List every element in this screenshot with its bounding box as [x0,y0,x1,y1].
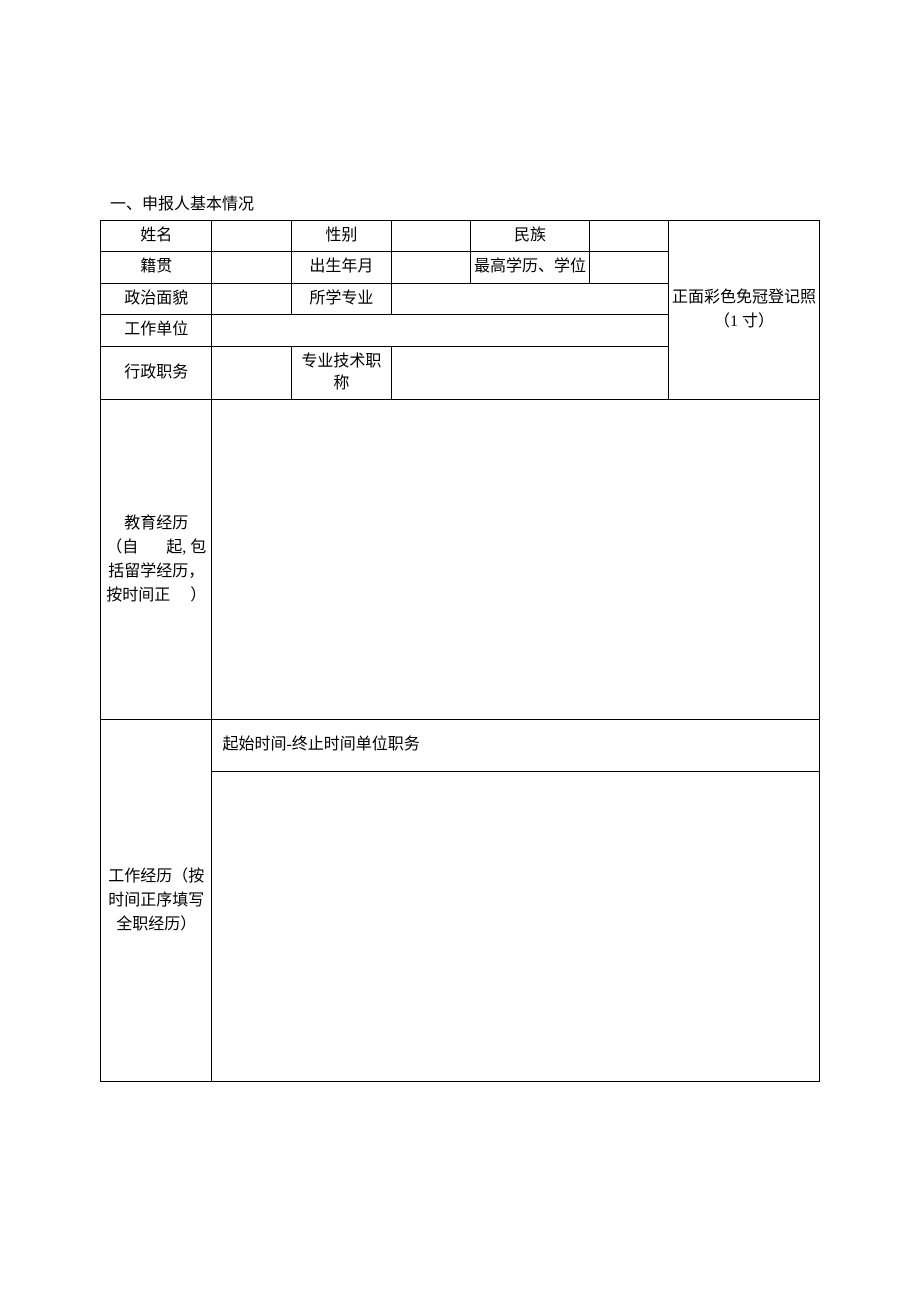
label-political-status: 政治面貌 [101,283,212,314]
value-gender [392,221,471,252]
label-major: 所学专业 [291,283,392,314]
value-political-status [212,283,291,314]
value-name [212,221,291,252]
label-prof-title: 专业技术职称 [291,346,392,400]
value-native-place [212,252,291,283]
value-birth-date [392,252,471,283]
label-birth-date: 出生年月 [291,252,392,283]
photo-cell: 正面彩色免冠登记照（1 寸） [668,221,819,400]
value-major [392,283,669,314]
work-history-header: 起始时间-终止时间单位职务 [212,720,820,771]
label-gender: 性别 [291,221,392,252]
value-highest-degree [589,252,668,283]
label-native-place: 籍贯 [101,252,212,283]
label-education-history: 教育经历（自 起, 包括留学经历，按时间正 ） [101,400,212,720]
applicant-info-table: 姓名 性别 民族 正面彩色免冠登记照（1 寸） 籍贯 出生年月 最高学历、学位 … [100,220,820,1082]
label-name: 姓名 [101,221,212,252]
value-work-history [212,771,820,1081]
value-admin-position [212,346,291,400]
value-prof-title [392,346,669,400]
label-highest-degree: 最高学历、学位 [471,252,590,283]
label-ethnicity: 民族 [471,221,590,252]
value-ethnicity [589,221,668,252]
label-work-history: 工作经历（按时间正序填写全职经历） [101,720,212,1081]
label-work-unit: 工作单位 [101,315,212,346]
value-work-unit [212,315,669,346]
value-education-history [212,400,820,720]
label-admin-position: 行政职务 [101,346,212,400]
section-title: 一、申报人基本情况 [100,190,820,214]
